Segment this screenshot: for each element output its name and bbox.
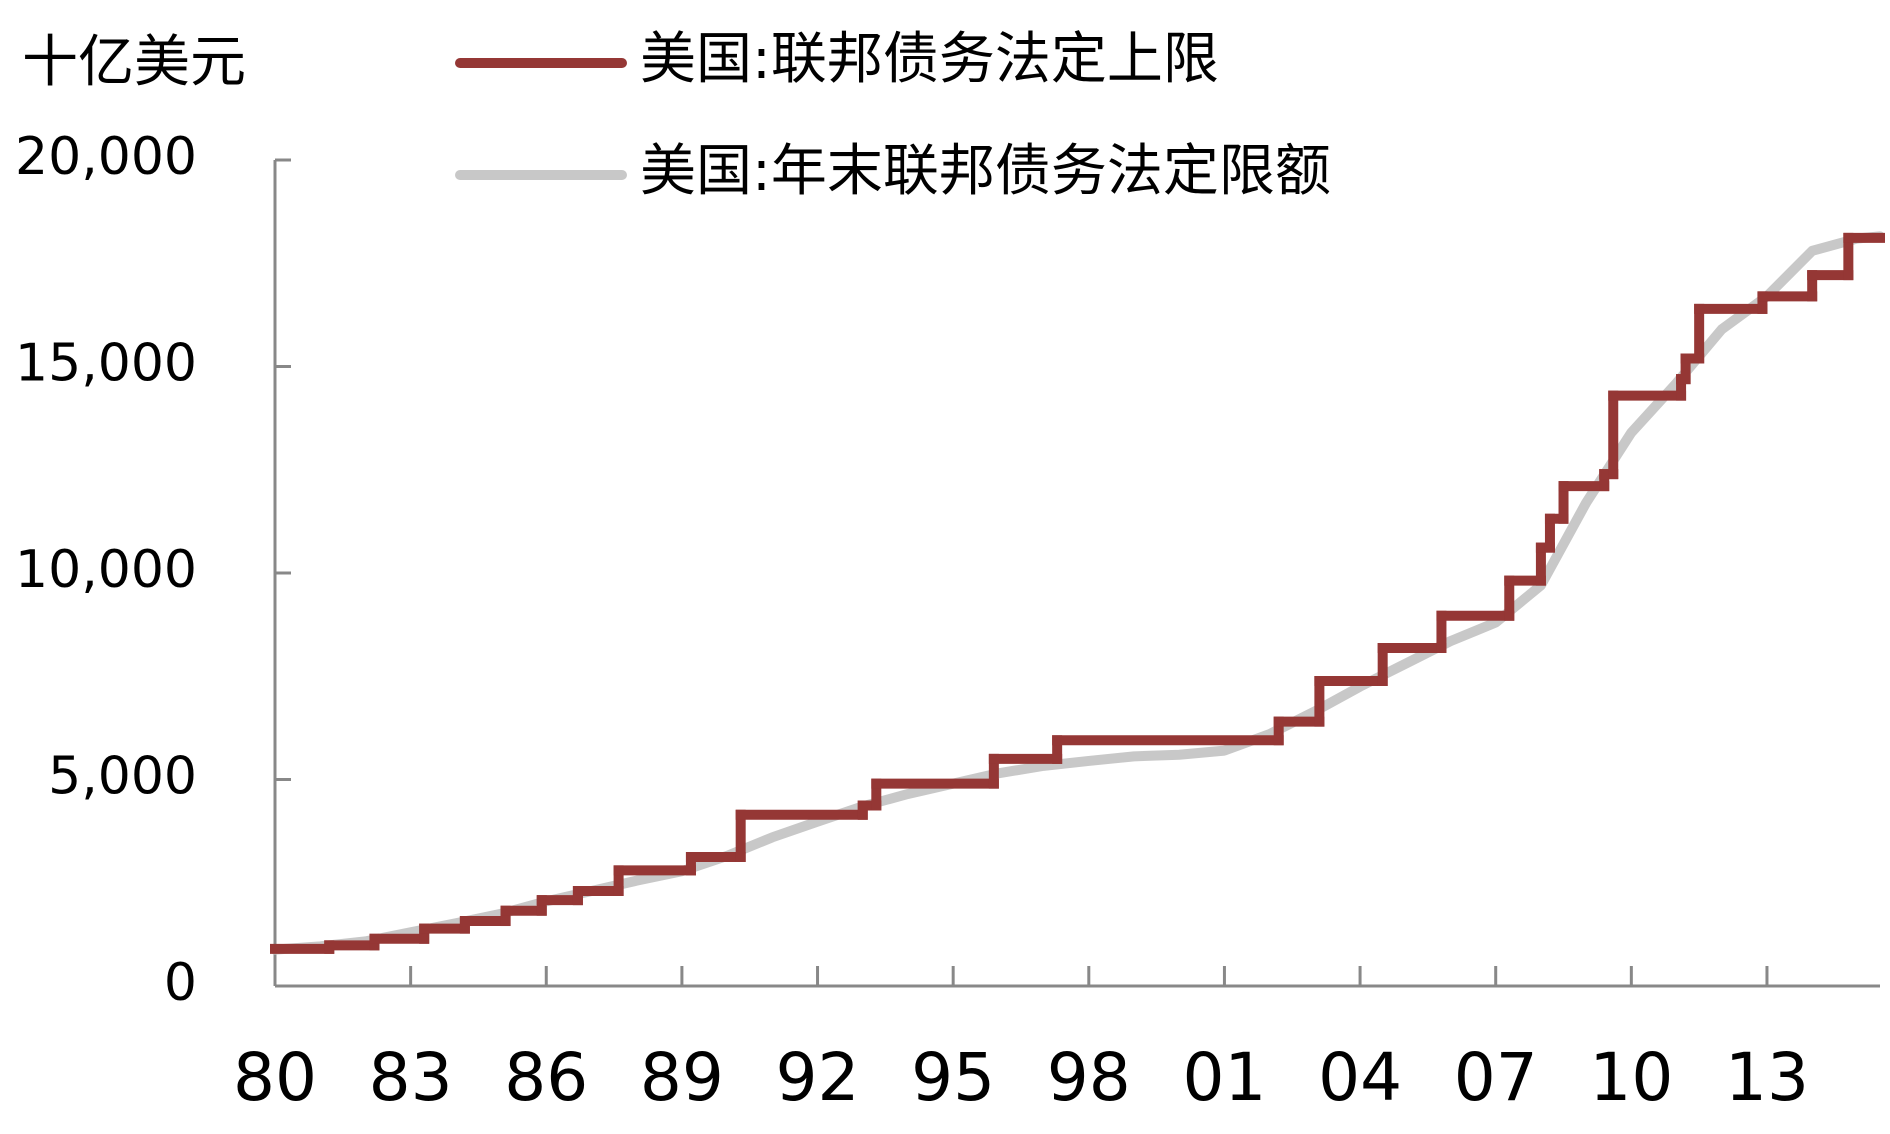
x-tick-label: 04: [1318, 1039, 1402, 1116]
x-tick-label: 10: [1589, 1039, 1673, 1116]
x-tick-label: 80: [233, 1039, 317, 1116]
x-tick-label: 01: [1182, 1039, 1266, 1116]
series-line: [270, 231, 1885, 955]
x-tick-label: 89: [640, 1039, 724, 1116]
x-tick-label: 95: [911, 1039, 995, 1116]
x-tick-label: 83: [369, 1039, 453, 1116]
y-tick-label: 20,000: [15, 127, 197, 187]
legend-label: 美国:年末联邦债务法定限额: [640, 139, 1331, 204]
unit-label: 十亿美元: [22, 30, 246, 95]
y-tick-label: 5,000: [48, 747, 197, 807]
y-tick-label: 10,000: [15, 540, 197, 600]
legend-label: 美国:联邦债务法定上限: [640, 27, 1219, 92]
x-tick-label: 86: [504, 1039, 588, 1116]
y-tick-label: 15,000: [15, 334, 197, 394]
x-tick-label: 92: [776, 1039, 860, 1116]
x-tick-label: 13: [1725, 1039, 1809, 1116]
x-tick-label: 07: [1454, 1039, 1538, 1116]
x-tick-label: 98: [1047, 1039, 1131, 1116]
y-tick-label: 0: [164, 953, 197, 1013]
